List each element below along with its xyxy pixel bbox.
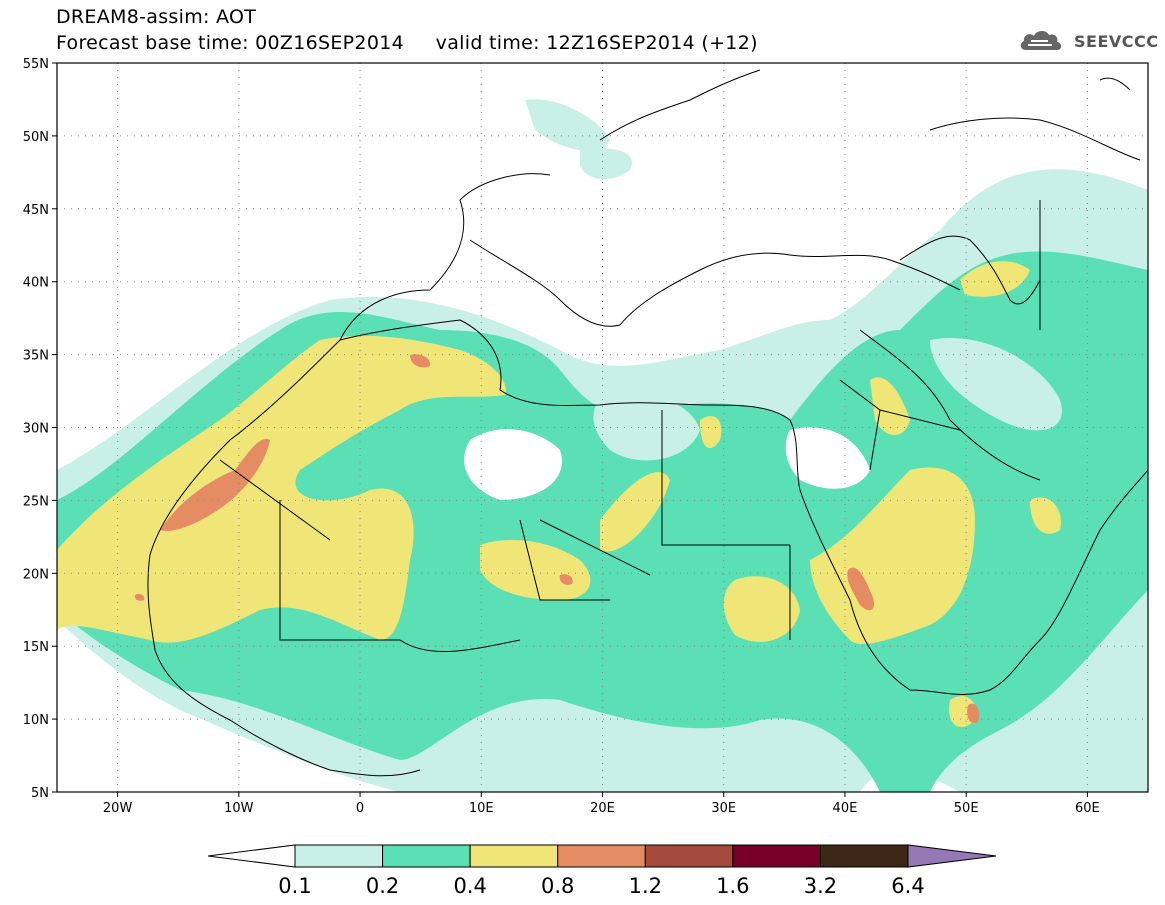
colorbar-swatch <box>294 844 384 868</box>
lon-tick-label: 20W <box>103 801 133 816</box>
lon-tick-label: 20E <box>590 801 615 816</box>
lat-tick-label: 25N <box>23 494 49 509</box>
lat-tick-label: 5N <box>31 786 49 801</box>
colorbar-label: 0.2 <box>366 874 399 898</box>
lon-tick-label: 10W <box>224 801 254 816</box>
colorbar-swatch <box>644 844 734 868</box>
lat-tick-label: 20N <box>23 567 49 582</box>
colorbar-label: 0.4 <box>453 874 486 898</box>
colorbar-swatch <box>469 844 559 868</box>
colorbar-label: 0.8 <box>541 874 574 898</box>
map-title: DREAM8-assim: AOT <box>56 6 257 28</box>
lat-tick-label: 15N <box>23 640 49 655</box>
cloud-icon <box>1020 30 1062 50</box>
lat-tick-label: 45N <box>23 203 49 218</box>
colorbar: 0.1 0.2 0.4 0.8 1.2 1.6 3.2 6.4 <box>207 844 997 898</box>
colorbar-extend-high <box>907 844 997 868</box>
lon-tick-label: 10E <box>469 801 494 816</box>
colorbar-label: 3.2 <box>804 874 837 898</box>
lon-tick-label: 50E <box>954 801 979 816</box>
lon-tick-label: 60E <box>1075 801 1100 816</box>
logo-text: SEEVCCC <box>1074 31 1159 51</box>
colorbar-label: 1.2 <box>629 874 662 898</box>
colorbar-label: 1.6 <box>716 874 749 898</box>
latitude-axis: 55N 50N 45N 40N 35N 30N 25N 20N 15N 10N 5N <box>23 57 57 801</box>
colorbar-label: 0.1 <box>278 874 311 898</box>
coastlines <box>147 69 1148 777</box>
colorbar-extend-low <box>207 844 296 868</box>
colorbar-swatch <box>732 844 821 868</box>
aot-contour-0.8 <box>160 439 270 531</box>
seevccc-logo: SEEVCCC <box>1018 28 1159 54</box>
lat-tick-label: 35N <box>23 349 49 364</box>
lon-tick-label: 40E <box>833 801 858 816</box>
colorbar-swatch <box>557 844 646 868</box>
colorbar-swatch <box>819 844 909 868</box>
lat-tick-label: 55N <box>23 57 49 72</box>
gridlines <box>57 63 1148 792</box>
lon-tick-label: 30E <box>711 801 736 816</box>
lat-tick-label: 50N <box>23 130 49 145</box>
lon-tick-label: 0 <box>356 801 364 816</box>
longitude-axis: 20W 10W 0 10E 20E 30E 40E 50E 60E <box>103 792 1100 816</box>
colorbar-swatch <box>382 844 471 868</box>
colorbar-label: 6.4 <box>891 874 924 898</box>
lat-tick-label: 10N <box>23 713 49 728</box>
lat-tick-label: 30N <box>23 422 49 437</box>
map-subtitle-times: Forecast base time: 00Z16SEP2014 valid t… <box>56 32 758 54</box>
aot-contour-0.4 <box>57 335 506 643</box>
lat-tick-label: 40N <box>23 276 49 291</box>
